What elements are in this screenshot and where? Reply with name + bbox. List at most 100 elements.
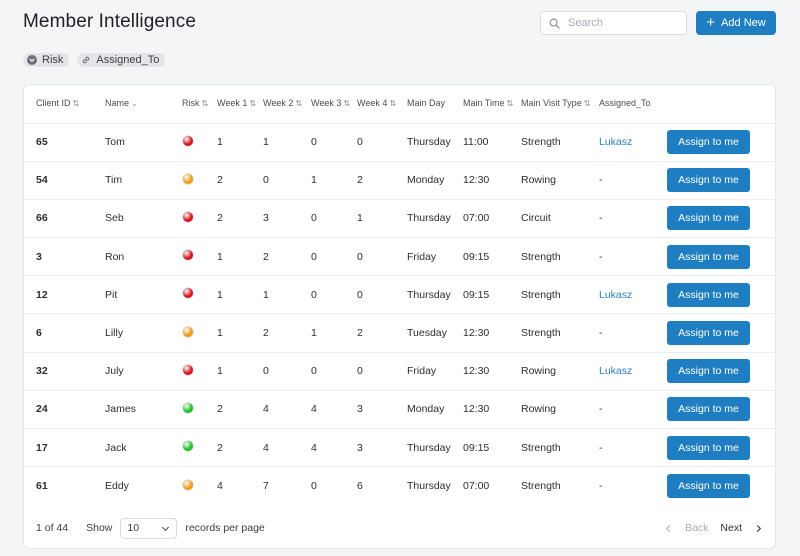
sort-icon: ⇅ (343, 99, 351, 109)
action-cell: Assign to me (667, 237, 777, 276)
visit-type-value: Strength (521, 441, 561, 454)
client-id-cell: 32 (24, 351, 105, 391)
visit-type-cell: Circuit (521, 198, 599, 238)
table-body: 65 Tom 1 1 0 0 Thursday 11:00 Strength Lukasz Assi… (24, 122, 777, 505)
week4-value: 0 (357, 136, 363, 149)
action-cell: Assign to me (667, 389, 777, 429)
column-header-risk[interactable]: Risk ⇅ (182, 85, 217, 123)
column-header-action (667, 85, 777, 123)
risk-indicator-icon (183, 288, 193, 299)
client-id-value: 24 (36, 403, 48, 416)
column-header-week2[interactable]: Week 2 ⇅ (263, 85, 311, 123)
name-cell: Tom (105, 122, 182, 162)
assigned-to-link[interactable]: Lukasz (599, 365, 633, 378)
table-row: 6 Lilly 1 2 1 2 Tuesday 12:30 Strength - Assign to… (24, 313, 777, 353)
name-cell: July (105, 351, 182, 391)
name-value: Seb (105, 212, 124, 225)
main-time-value: 12:30 (463, 327, 490, 340)
week3-value: 0 (311, 250, 317, 263)
members-table: Client ID ⇅ Name ⌄ Risk ⇅ Week 1 ⇅ Week 2 ⇅ Week 3… (24, 85, 777, 505)
assign-to-me-button[interactable]: Assign to me (667, 168, 750, 193)
assign-to-me-button[interactable]: Assign to me (667, 359, 750, 384)
search-box[interactable] (540, 11, 687, 35)
week1-value: 1 (217, 288, 223, 301)
assign-to-me-button[interactable]: Assign to me (667, 435, 750, 460)
assigned-to-link[interactable]: Lukasz (599, 136, 633, 149)
week1-value: 2 (217, 212, 223, 225)
week3-cell: 0 (311, 237, 357, 276)
column-header-week4[interactable]: Week 4 ⇅ (357, 85, 407, 123)
visit-type-cell: Rowing (521, 351, 599, 391)
column-header-label: Week 1 (217, 98, 248, 109)
name-value: James (105, 403, 136, 416)
table-row: 17 Jack 2 4 4 3 Thursday 09:15 Strength - Assign t… (24, 427, 777, 467)
week1-value: 1 (217, 365, 223, 378)
action-cell: Assign to me (667, 275, 777, 314)
back-button[interactable]: Back (685, 522, 709, 534)
week3-cell: 0 (311, 351, 357, 391)
week1-cell: 1 (217, 313, 263, 353)
risk-indicator-icon (183, 135, 193, 146)
chip-risk[interactable]: Risk (23, 53, 70, 67)
client-id-cell: 3 (24, 237, 105, 276)
assigned-to-cell: - (599, 160, 667, 200)
assign-to-me-button[interactable]: Assign to me (667, 244, 750, 269)
week2-cell: 4 (263, 389, 311, 429)
assigned-to-cell: - (599, 198, 667, 238)
add-new-button[interactable]: + Add New (696, 11, 776, 35)
main-day-cell: Thursday (407, 275, 463, 314)
page-size-value: 10 (127, 522, 140, 534)
visit-type-cell: Strength (521, 237, 599, 276)
risk-cell (182, 275, 217, 314)
sort-icon: ⇅ (72, 99, 80, 109)
week4-value: 0 (357, 250, 363, 263)
week1-cell: 1 (217, 351, 263, 391)
main-day-value: Thursday (407, 441, 451, 454)
assign-to-me-button[interactable]: Assign to me (667, 474, 750, 499)
week3-cell: 0 (311, 198, 357, 238)
link-icon (83, 56, 90, 64)
week1-value: 1 (217, 250, 223, 263)
column-header-client-id[interactable]: Client ID ⇅ (24, 85, 105, 123)
week4-cell: 2 (357, 160, 407, 200)
page-size-select[interactable]: 10 (120, 517, 178, 539)
chevron-right-icon[interactable] (754, 524, 763, 533)
assigned-to-cell: - (599, 313, 667, 353)
week4-value: 0 (357, 288, 363, 301)
client-id-value: 32 (36, 365, 48, 378)
main-day-value: Thursday (407, 212, 451, 225)
week2-cell: 2 (263, 237, 311, 276)
assigned-to-cell: - (599, 237, 667, 276)
main-day-cell: Thursday (407, 198, 463, 238)
risk-indicator-icon (183, 326, 193, 337)
search-input[interactable] (568, 17, 678, 29)
chevron-left-icon[interactable] (664, 524, 673, 533)
name-cell: Eddy (105, 466, 182, 505)
chip-assigned-to[interactable]: Assigned_To (77, 53, 166, 67)
main-time-value: 09:15 (463, 441, 490, 454)
column-header-week1[interactable]: Week 1 ⇅ (217, 85, 263, 123)
assign-to-me-button[interactable]: Assign to me (667, 321, 750, 346)
main-time-cell: 11:00 (463, 122, 521, 162)
client-id-cell: 66 (24, 198, 105, 238)
column-header-week3[interactable]: Week 3 ⇅ (311, 85, 357, 123)
assign-to-me-button[interactable]: Assign to me (667, 397, 750, 422)
next-button[interactable]: Next (720, 522, 742, 534)
assign-to-me-button[interactable]: Assign to me (667, 206, 750, 231)
assigned-to-value: - (599, 403, 603, 416)
column-header-label: Main Day (407, 98, 446, 109)
main-day-cell: Thursday (407, 466, 463, 505)
client-id-cell: 61 (24, 466, 105, 505)
column-header-visit-type[interactable]: Main Visit Type ⇅ (521, 85, 599, 123)
chip-risk-label: Risk (42, 54, 64, 66)
column-header-main-time[interactable]: Main Time ⇅ (463, 85, 521, 123)
risk-cell (182, 122, 217, 162)
column-header-name[interactable]: Name ⌄ (105, 85, 182, 123)
name-value: Eddy (105, 480, 129, 493)
column-header-label: Assigned_To (599, 98, 651, 109)
assign-to-me-button[interactable]: Assign to me (667, 130, 750, 155)
show-label: Show (86, 522, 113, 534)
assigned-to-link[interactable]: Lukasz (599, 288, 633, 301)
assign-to-me-button[interactable]: Assign to me (667, 282, 750, 307)
plus-icon: + (706, 14, 716, 31)
